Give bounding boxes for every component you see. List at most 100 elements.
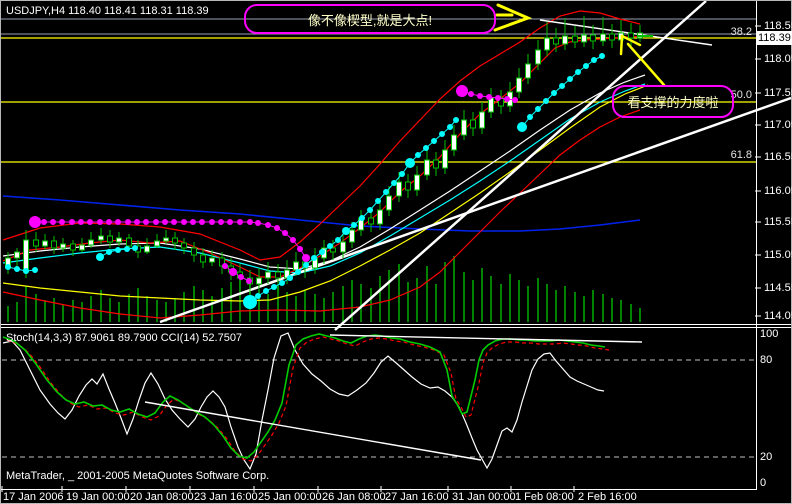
sell-fractal-trail-1-dot [106,219,112,225]
candle-bull [386,195,392,211]
sell-fractal-trail-2-line [224,265,250,282]
buy-fractal-trail-3-dot [375,198,381,204]
copyright-label: MetaTrader, _ 2001-2005 MetaQuotes Softw… [6,470,270,482]
candle-bear [405,181,411,191]
price-label-115.05: 115.05 [764,249,792,261]
fib-label-50-0[interactable]: 50.0 [730,89,752,101]
candle-bull [525,63,531,79]
candle-bull [14,251,20,259]
support-arrow[interactable] [626,42,666,87]
sell-fractal-trail-1-dot [247,219,253,225]
support-arrow[interactable] [619,34,624,56]
buy-fractal-trail-3-dot [243,295,257,309]
buy-fractal-trail-3-dot [303,262,309,268]
sell-fractal-trail-1-dot [297,246,303,252]
sell-fractal-trail-1-dot [69,219,75,225]
annotation-support-text: 看支撑的力度啦 [627,95,719,110]
buy-fractal-trail-4-dot [559,83,565,89]
buy-fractal-trail-3-dot [431,138,437,144]
candle-bear [51,240,57,249]
sell-fractal-trail-1-dot [97,219,103,225]
price-label-114.55: 114.55 [764,282,792,294]
candle-bull [442,149,448,169]
candle-bear [609,33,615,41]
sell-fractal-trail-3-dot [495,95,501,101]
channel-line-lower[interactable] [159,96,792,324]
sell-fractal-trail-1-dot [125,219,131,225]
annotation-box-support[interactable]: 看支撑的力度啦 [612,85,734,118]
buy-fractal-trail-4-dot [543,98,549,104]
buy-fractal-trail-3-dot [423,145,429,151]
candle-bull [154,240,160,247]
sell-fractal-trail-1-dot [134,219,140,225]
wedge-upper-line[interactable] [539,19,713,46]
price-label-115.55: 115.55 [764,216,792,228]
candle-bull [461,119,467,136]
sell-fractal-trail-1-dot [190,219,196,225]
candle-bear [126,237,132,247]
candle-bear [330,247,336,253]
sell-fractal-trail-1-dot [199,219,205,225]
fib-label-61-8[interactable]: 61.8 [730,149,752,161]
candle-bear [368,217,374,225]
buy-fractal-trail-3-dot [351,222,357,228]
cci-line [2,332,605,471]
time-label: 20 Jan 08:00 [130,491,194,503]
time-label: 26 Jan 08:00 [322,491,386,503]
candle-bull [581,34,587,43]
stoch-signal-line [6,336,610,462]
sell-fractal-trail-3-dot [468,91,474,97]
stoch-down-trendline[interactable] [144,401,482,461]
sell-fractal-trail-3-dot [512,97,518,103]
candle-bull [414,174,420,191]
time-label: 19 Jan 00:00 [66,491,130,503]
annotation-box-wedge[interactable]: 像不像楔型,就是大点! [244,4,496,34]
buy-fractal-trail-4-dot [551,90,557,96]
buy-fractal-trail-3-dot [342,227,350,235]
support-arrow[interactable] [620,34,642,47]
red-upper-band [2,10,641,261]
candle-bull [377,209,383,225]
buy-fractal-trail-4-dot [575,69,581,75]
buy-fractal-trail-1-line [7,266,36,272]
buy-fractal-trail-3-dot [319,249,325,255]
price-label-114.05: 114.05 [764,310,792,322]
candle-bear [200,254,206,263]
buy-fractal-trail-3-dot [405,158,415,168]
sell-fractal-trail-2-dot [229,268,237,276]
buy-fractal-trail-2-dot [115,247,121,253]
buy-fractal-trail-3-dot [391,180,397,186]
sell-fractal-trail-1-dot [209,219,215,225]
time-label: 2 Feb 16:00 [578,491,637,503]
buy-fractal-trail-4-dot [527,114,533,120]
sell-fractal-trail-3-dot [477,93,483,99]
candle-bear [191,247,197,256]
candle-bull [98,235,104,241]
candle-bull [265,271,271,279]
candle-bull [396,181,402,197]
sell-fractal-trail-1-dot [78,219,84,225]
candle-bull [479,111,485,129]
stoch-main-line [2,333,606,459]
current-price-box: 118.39 [756,31,792,45]
fib-label-38-2[interactable]: 38.2 [730,26,752,38]
stoch-top-trendline[interactable] [329,334,643,343]
buy-fractal-trail-2-dot [106,249,112,255]
wedge-arrow[interactable] [493,3,533,32]
sell-fractal-trail-1-dot [227,219,233,225]
chart-title: USDJPY,H4 118.40 118.41 118.31 118.39 [6,5,209,17]
candle-bear [470,119,476,129]
candle-bear [590,34,596,42]
sell-fractal-trail-3-dot [456,85,468,97]
channel-line-steep[interactable] [334,0,707,331]
sell-fractal-trail-1-dot [218,219,224,225]
buy-fractal-trail-3-dot [415,152,421,158]
candle-bull [451,134,457,151]
buy-fractal-trail-3-dot [255,293,261,299]
buy-fractal-trail-3-dot [279,280,285,286]
annotation-wedge-text: 像不像楔型,就是大点! [307,12,433,28]
buy-fractal-trail-2-dot [96,253,104,261]
price-label-118.55: 118.55 [764,20,792,32]
sell-fractal-trail-1-dot [29,216,41,228]
